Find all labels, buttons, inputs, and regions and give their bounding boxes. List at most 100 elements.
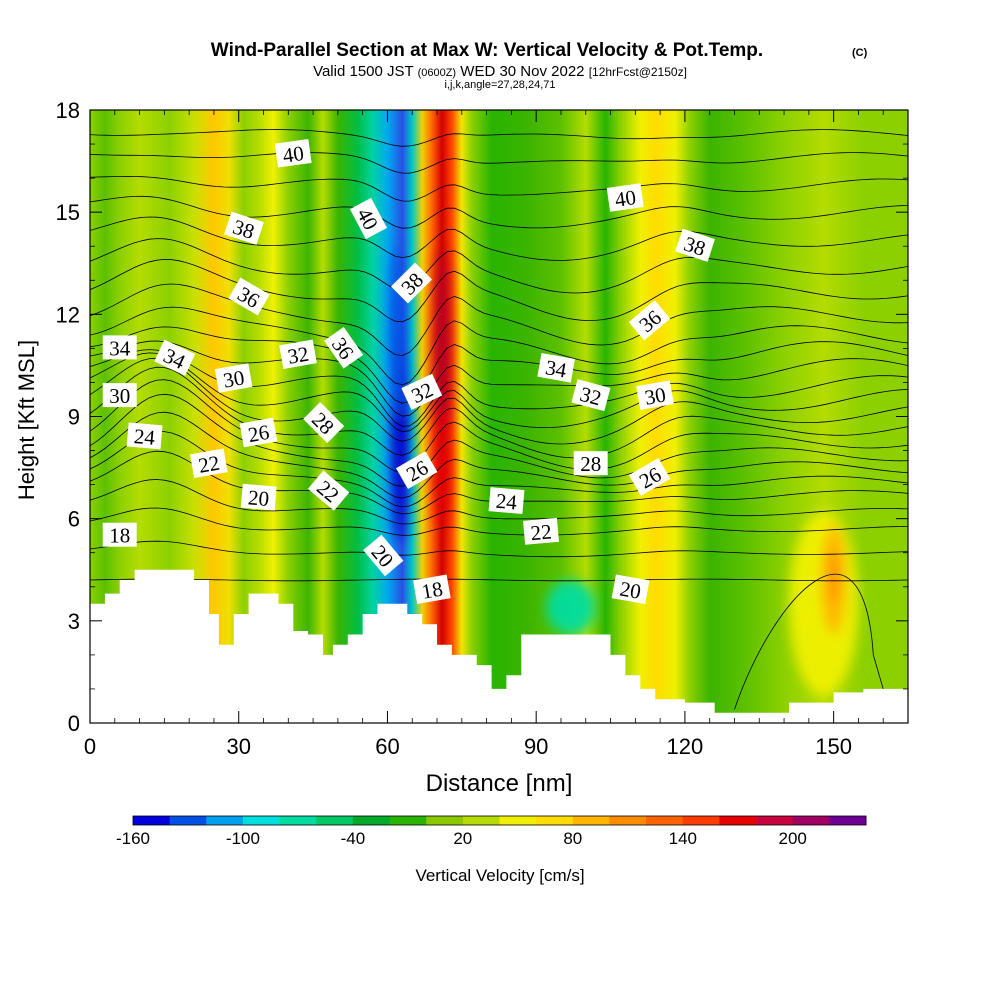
contour-label-box [303,402,345,444]
chart-subtitle-indices: i,j,k,angle=27,28,24,71 [444,79,555,91]
contour-label-box [324,327,364,369]
contour-label-box [401,373,443,410]
theta-contour-5 [90,431,908,508]
colorbar-swatch-16 [719,816,757,825]
contour-label-text: 40 [613,185,637,212]
theta-contour-18 [90,238,908,294]
contour-label-box [102,383,137,408]
contour-label-8: 36 [628,300,671,341]
colorbar: -160 -100 -40 20 80 140 200 [116,815,867,848]
contour-label-box [239,417,278,448]
contour-label-box [349,197,388,240]
theta-contour-10 [90,357,908,445]
theta-contour-19 [90,216,908,261]
contour-label-box [224,211,264,245]
colorbar-tick-label: 200 [779,829,807,848]
x-tick-label: 0 [84,734,96,759]
colorbar-swatch-7 [389,816,427,825]
colorbar-tick-label: 80 [563,829,582,848]
subtitle-utc: (0600Z) [418,67,457,79]
contour-label-19: 28 [573,451,608,476]
x-tick-label: 90 [524,734,548,759]
colorbar-swatch-15 [682,816,720,825]
contour-label-box [395,451,438,490]
contour-label-box [240,483,277,511]
colorbar-swatch-2 [206,816,244,825]
theta-contour-16 [90,283,908,357]
y-axis-label: Height [Kft MSL] [14,340,39,500]
contour-label-box [628,300,671,341]
velocity-field [90,110,908,723]
contour-label-text: 34 [109,336,131,360]
theta-contour-14 [90,326,908,404]
theta-contour-11 [90,352,908,433]
colorbar-swatch-10 [499,816,537,825]
contour-label-31: 18 [102,522,137,548]
velocity-cell-1 [390,246,405,417]
colorbar-tick-label: 140 [669,829,697,848]
contour-label-16: 30 [214,363,253,393]
colorbar-swatch-11 [536,816,574,825]
contour-label-text: 24 [133,424,157,450]
theta-contour-3 [90,479,908,525]
terrain [90,569,908,723]
contour-label-2: 40 [606,183,644,212]
x-axis-label: Distance [nm] [426,770,573,797]
contour-label-0: 40 [274,139,312,168]
theta-contour-20 [90,195,908,229]
theta-contour-6 [90,411,908,499]
colorbar-swatch-9 [462,816,500,825]
contour-label-box [190,448,228,478]
colorbar-swatch-1 [169,816,207,825]
colorbar-swatch-18 [792,816,830,825]
colorbar-swatch-6 [352,816,390,825]
contour-label-box [573,451,608,476]
contour-label-text: 28 [580,452,601,476]
subtitle-date: WED 30 Nov 2022 [460,63,584,80]
colorbar-swatch-5 [316,816,354,825]
colorbar-swatch-14 [646,816,684,825]
contour-label-box [571,379,611,412]
theta-contours [90,129,908,710]
theta-contour-13 [90,340,908,417]
contour-label-box [228,277,270,316]
chart-subtitle: Valid 1500 JST (0600Z) WED 30 Nov 2022 [… [313,63,687,80]
colorbar-label: Vertical Velocity [cm/s] [415,866,584,885]
y-tick-label: 18 [56,98,80,123]
contour-label-12: 32 [279,339,317,369]
subtitle-fcst: [12hrFcst@2150z] [589,65,687,79]
colorbar-tick-label: -100 [226,829,260,848]
contour-label-32: 18 [413,574,451,604]
contour-label-27: 22 [523,517,559,545]
subtitle-valid: Valid 1500 JST [313,63,413,80]
contour-label-box [523,517,559,545]
theta-contour-8 [90,379,908,473]
colorbar-swatch-3 [242,816,280,825]
contour-label-text: 30 [221,365,246,392]
contour-label-box [675,228,715,262]
contour-label-text: 30 [643,382,668,409]
contour-label-box [611,574,650,604]
contour-label-box [363,534,404,577]
theta-contour-9 [90,366,908,459]
contour-label-box [488,487,525,515]
contour-label-box [214,363,253,393]
y-tick-label: 3 [68,609,80,634]
contour-label-box [126,422,163,450]
contour-label-box [636,380,674,410]
contour-label-box [537,353,575,383]
contour-label-25: 22 [190,448,228,478]
theta-contour-22 [90,152,908,174]
contour-label-text: 18 [420,577,445,604]
contour-label-23: 24 [126,422,163,450]
contour-label-9: 34 [102,335,137,360]
chart-title: Wind-Parallel Section at Max W: Vertical… [211,40,763,61]
contour-label-text: 32 [286,342,311,369]
contour-label-14: 32 [571,379,611,412]
y-tick-label: 12 [56,302,80,327]
theta-contour-1 [90,540,908,558]
contour-label-20: 26 [239,417,278,448]
